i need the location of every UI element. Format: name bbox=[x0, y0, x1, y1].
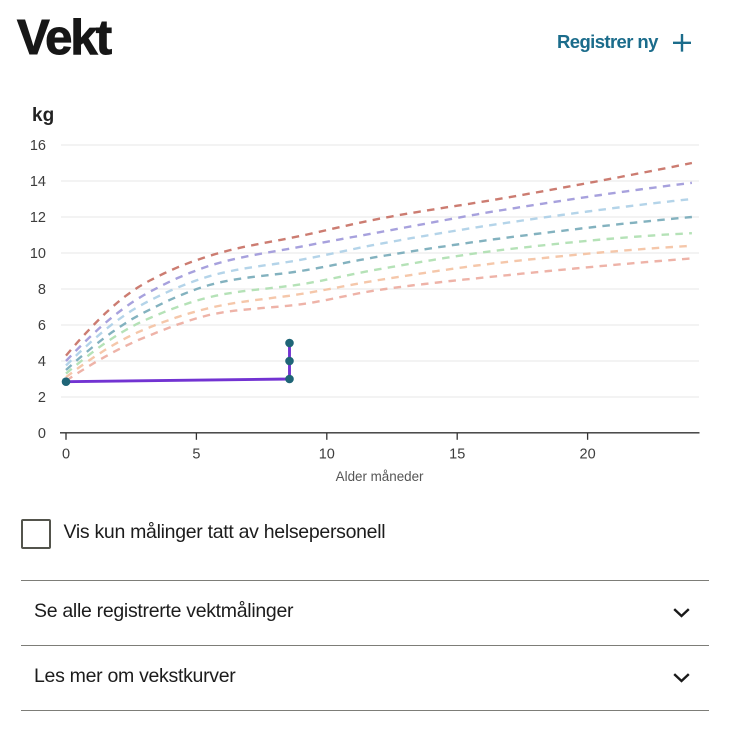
svg-text:10: 10 bbox=[30, 246, 46, 262]
svg-text:12: 12 bbox=[30, 210, 46, 226]
svg-text:5: 5 bbox=[192, 447, 200, 463]
svg-text:20: 20 bbox=[580, 447, 596, 463]
svg-text:4: 4 bbox=[38, 354, 46, 370]
svg-text:16: 16 bbox=[30, 138, 46, 154]
svg-text:14: 14 bbox=[30, 174, 46, 190]
svg-text:Alder måneder: Alder måneder bbox=[336, 469, 424, 484]
svg-text:2: 2 bbox=[38, 390, 46, 406]
svg-text:15: 15 bbox=[449, 447, 465, 463]
svg-text:0: 0 bbox=[38, 426, 46, 442]
svg-text:0: 0 bbox=[62, 447, 70, 463]
svg-text:kg: kg bbox=[32, 105, 54, 126]
svg-text:8: 8 bbox=[38, 282, 46, 298]
svg-text:6: 6 bbox=[38, 318, 46, 334]
svg-text:10: 10 bbox=[319, 447, 335, 463]
